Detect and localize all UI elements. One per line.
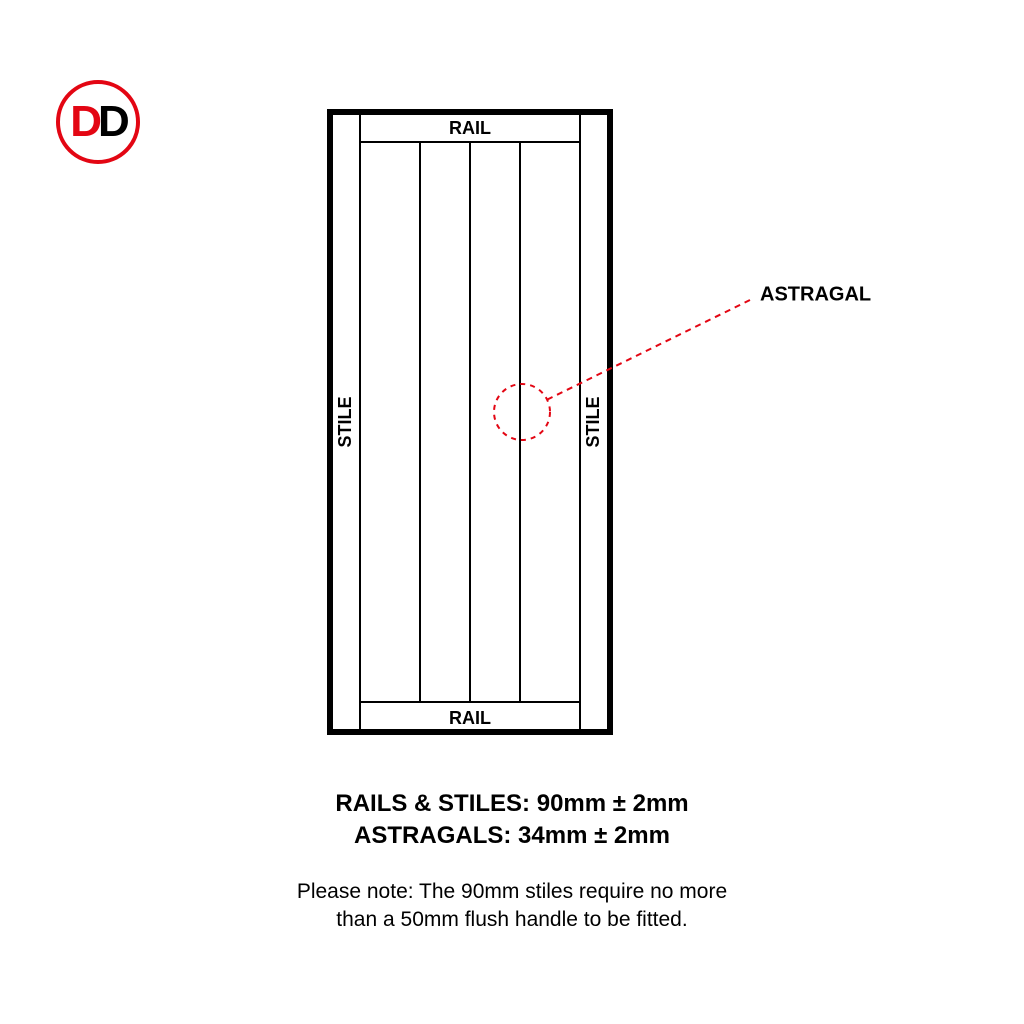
label-rail-bottom: RAIL (449, 708, 491, 728)
astragal-callout-label: ASTRAGAL (760, 283, 871, 305)
label-rail-top: RAIL (449, 118, 491, 138)
note-line-1: Please note: The 90mm stiles require no … (0, 880, 1024, 904)
label-stile-right: STILE (583, 396, 603, 447)
astragal-callout-leader (547, 300, 750, 400)
note-line-2: than a 50mm flush handle to be fitted. (0, 908, 1024, 932)
diagram-canvas: DD RAILRAILSTILESTILEASTRAGAL RAILS & ST… (0, 0, 1024, 1024)
spec-rails-stiles: RAILS & STILES: 90mm ± 2mm (0, 790, 1024, 818)
door-diagram-svg: RAIL RAIL STILE STILE ASTRAGAL (0, 0, 1024, 1024)
spec-astragals: ASTRAGALS: 34mm ± 2mm (0, 822, 1024, 850)
astragal-callout-circle (494, 384, 550, 440)
label-stile-left: STILE (335, 396, 355, 447)
